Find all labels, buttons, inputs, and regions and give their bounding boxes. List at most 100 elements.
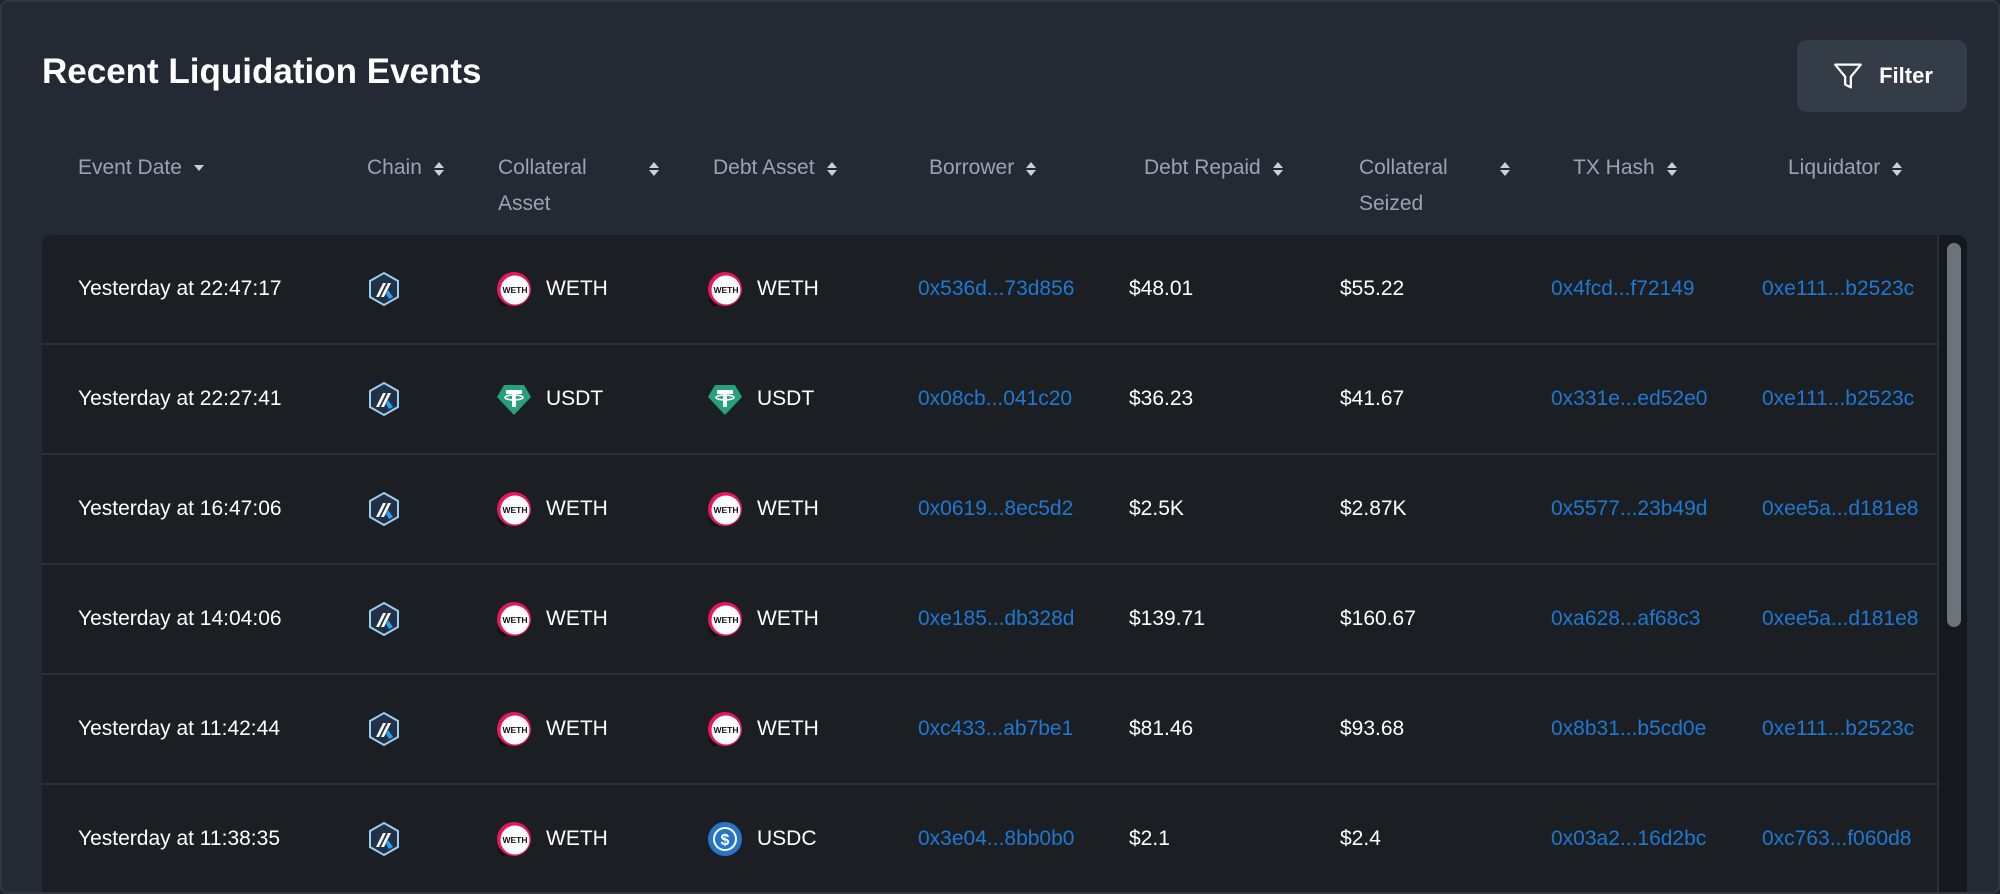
svg-text:WETH: WETH [713, 505, 738, 515]
column-header-liquidator[interactable]: Liquidator [1788, 150, 1903, 186]
collateral-seized-cell: $160.67 [1340, 607, 1416, 630]
liquidator-link[interactable]: 0xee5a...d181e8 [1762, 497, 1919, 520]
asset-symbol: USDC [757, 827, 817, 850]
svg-text:WETH: WETH [502, 615, 527, 625]
liquidator-link[interactable]: 0xe111...b2523c [1762, 717, 1915, 740]
svg-text:WETH: WETH [502, 285, 527, 295]
sort-icon [1666, 162, 1677, 176]
scrollbar-thumb[interactable] [1947, 243, 1961, 627]
debt-repaid-cell: $48.01 [1129, 277, 1194, 300]
table-row[interactable]: Yesterday at 11:38:35 WETH WETH $ USDC 0x3e04… [42, 785, 1937, 892]
chain-cell [367, 785, 401, 892]
liquidator-link[interactable]: 0xe111...b2523c [1762, 387, 1915, 410]
column-header-tx-hash[interactable]: TX Hash [1573, 150, 1677, 186]
event-date-cell: Yesterday at 22:27:41 [78, 387, 282, 410]
tx-hash-link[interactable]: 0x5577...23b49d [1551, 497, 1708, 520]
svg-text:WETH: WETH [713, 285, 738, 295]
table-row[interactable]: Yesterday at 11:42:44 WETH WETH WETH WETH 0xc… [42, 675, 1937, 785]
chain-cell [367, 345, 401, 453]
collateral-seized-cell: $41.67 [1340, 387, 1405, 410]
arbitrum-icon [367, 381, 401, 417]
collateral-asset-cell: WETH WETH [496, 455, 608, 563]
column-header-debt-asset[interactable]: Debt Asset [713, 150, 837, 186]
table-row[interactable]: Yesterday at 14:04:06 WETH WETH WETH WETH 0xe… [42, 565, 1937, 675]
vertical-scrollbar[interactable] [1937, 235, 1967, 892]
collateral-asset-cell: WETH WETH [496, 675, 608, 783]
collateral-seized-cell: $93.68 [1340, 717, 1405, 740]
liquidator-link[interactable]: 0xee5a...d181e8 [1762, 607, 1919, 630]
sort-icon [1272, 162, 1283, 176]
svg-text:WETH: WETH [502, 505, 527, 515]
sort-icon [1892, 162, 1903, 176]
collateral-seized-cell: $55.22 [1340, 277, 1405, 300]
svg-text:WETH: WETH [502, 835, 527, 845]
arbitrum-icon [367, 711, 401, 747]
weth-icon: WETH [496, 271, 532, 307]
tx-hash-link[interactable]: 0x331e...ed52e0 [1551, 387, 1708, 410]
svg-text:WETH: WETH [502, 725, 527, 735]
sort-icon [1499, 162, 1510, 176]
column-header-label: Chain [367, 156, 422, 179]
debt-asset-cell: WETH WETH [707, 235, 819, 343]
collateral-seized-cell: $2.87K [1340, 497, 1407, 520]
usdt-icon [496, 381, 532, 417]
filter-button[interactable]: Filter [1797, 40, 1967, 112]
tx-hash-link[interactable]: 0x8b31...b5cd0e [1551, 717, 1707, 740]
asset-symbol: WETH [546, 277, 608, 300]
arbitrum-icon [367, 491, 401, 527]
event-date-cell: Yesterday at 16:47:06 [78, 497, 282, 520]
debt-repaid-cell: $2.5K [1129, 497, 1184, 520]
borrower-link[interactable]: 0xe185...db328d [918, 607, 1075, 630]
liquidator-link[interactable]: 0xc763...f060d8 [1762, 827, 1912, 850]
asset-symbol: WETH [757, 277, 819, 300]
table-row[interactable]: Yesterday at 16:47:06 WETH WETH WETH WETH 0x0… [42, 455, 1937, 565]
sort-icon [433, 162, 444, 176]
weth-icon: WETH [496, 821, 532, 857]
asset-symbol: WETH [757, 717, 819, 740]
tx-hash-link[interactable]: 0x03a2...16d2bc [1551, 827, 1707, 850]
asset-symbol: WETH [546, 497, 608, 520]
column-header-event-date[interactable]: Event Date [78, 150, 204, 186]
usdc-icon: $ [707, 821, 743, 857]
column-header-chain[interactable]: Chain [367, 150, 444, 186]
svg-text:$: $ [721, 832, 730, 849]
event-date-cell: Yesterday at 14:04:06 [78, 607, 282, 630]
filter-button-label: Filter [1879, 63, 1933, 88]
page-title: Recent Liquidation Events [42, 52, 482, 91]
borrower-link[interactable]: 0x3e04...8bb0b0 [918, 827, 1075, 850]
weth-icon: WETH [707, 601, 743, 637]
asset-symbol: USDT [757, 387, 815, 410]
weth-icon: WETH [707, 711, 743, 747]
column-header-debt-repaid[interactable]: Debt Repaid [1144, 150, 1283, 186]
borrower-link[interactable]: 0x08cb...041c20 [918, 387, 1073, 410]
debt-repaid-cell: $2.1 [1129, 827, 1170, 850]
asset-symbol: WETH [546, 827, 608, 850]
column-header-collateral-asset[interactable]: Collateral Asset [498, 150, 659, 222]
debt-repaid-cell: $139.71 [1129, 607, 1205, 630]
column-header-label: Event Date [78, 156, 182, 179]
arbitrum-icon [367, 821, 401, 857]
sort-icon [826, 162, 837, 176]
borrower-link[interactable]: 0xc433...ab7be1 [918, 717, 1074, 740]
table-row[interactable]: Yesterday at 22:27:41 USDT USDT 0x08cb...04… [42, 345, 1937, 455]
table-body: Yesterday at 22:47:17 WETH WETH WETH WETH 0x5… [42, 235, 1967, 892]
column-header-collateral-seized[interactable]: Collateral Seized [1359, 150, 1510, 222]
tx-hash-link[interactable]: 0x4fcd...f72149 [1551, 277, 1695, 300]
borrower-link[interactable]: 0x0619...8ec5d2 [918, 497, 1074, 520]
arbitrum-icon [367, 601, 401, 637]
column-header-borrower[interactable]: Borrower [929, 150, 1037, 186]
chain-cell [367, 455, 401, 563]
liquidator-link[interactable]: 0xe111...b2523c [1762, 277, 1915, 300]
borrower-link[interactable]: 0x536d...73d856 [918, 277, 1075, 300]
weth-icon: WETH [707, 271, 743, 307]
svg-text:WETH: WETH [713, 725, 738, 735]
table-row[interactable]: Yesterday at 22:47:17 WETH WETH WETH WETH 0x5… [42, 235, 1937, 345]
column-header-label: Collateral Asset [498, 156, 587, 215]
column-header-label: Debt Repaid [1144, 156, 1261, 179]
weth-icon: WETH [496, 711, 532, 747]
tx-hash-link[interactable]: 0xa628...af68c3 [1551, 607, 1701, 630]
debt-asset-cell: $ USDC [707, 785, 817, 892]
debt-asset-cell: WETH WETH [707, 455, 819, 563]
asset-symbol: WETH [546, 607, 608, 630]
